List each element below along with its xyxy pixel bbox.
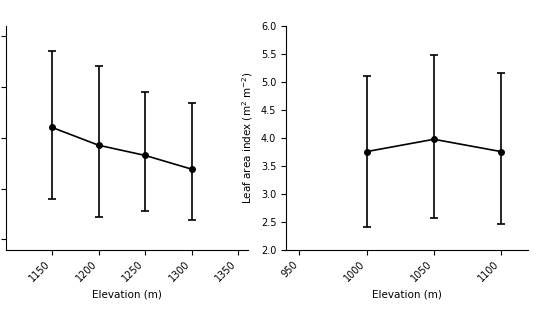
X-axis label: Elevation (m): Elevation (m) (372, 289, 442, 300)
Y-axis label: Leaf area index (m$^2$ m$^{-2}$): Leaf area index (m$^2$ m$^{-2}$) (240, 71, 255, 204)
X-axis label: Elevation (m): Elevation (m) (91, 290, 162, 300)
